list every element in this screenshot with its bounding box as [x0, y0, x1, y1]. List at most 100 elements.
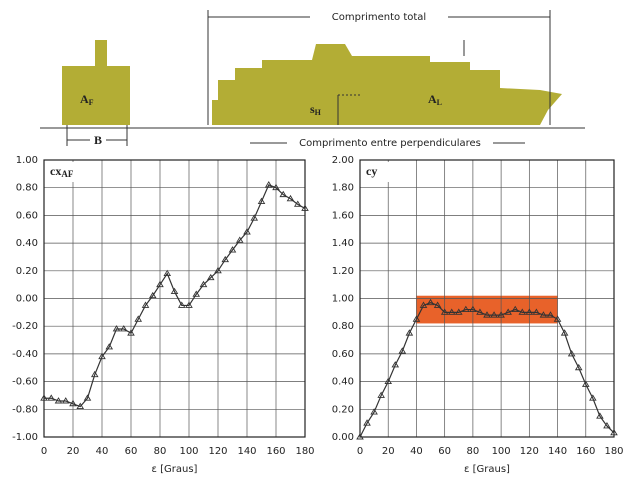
marker: [476, 308, 484, 315]
y-tick-label: 0.00: [16, 294, 38, 305]
y-tick-label: 1.00: [332, 294, 354, 305]
label-bg: [310, 9, 448, 25]
x-tick-label: 180: [295, 446, 314, 457]
marker: [163, 269, 172, 277]
marker: [610, 428, 618, 436]
y-tick-label: -0.60: [12, 377, 38, 388]
y-tick-label: 0.20: [16, 266, 38, 277]
marker: [377, 391, 385, 398]
marker: [235, 236, 244, 243]
total-length: Comprimento total: [332, 12, 426, 23]
chart-title: cy: [366, 164, 377, 178]
marker: [483, 311, 491, 318]
x-tick-label: 40: [410, 446, 423, 457]
lateral-area: AL: [428, 92, 442, 107]
marker: [426, 298, 435, 306]
marker: [47, 394, 56, 401]
ship-diagram: B AF Comprimento total Comprimento entre…: [40, 9, 585, 151]
marker: [447, 308, 456, 315]
marker: [370, 408, 378, 415]
plot-frame: [43, 159, 306, 438]
marker: [127, 329, 135, 336]
x-tick-label: 160: [576, 446, 595, 457]
highlight-band: [416, 295, 558, 324]
marker: [105, 343, 114, 350]
marker: [596, 412, 604, 419]
marker: [112, 325, 121, 332]
marker: [560, 329, 569, 336]
y-tick-label: 1.80: [332, 183, 354, 194]
series-line: [44, 184, 306, 408]
marker: [504, 308, 512, 315]
marker: [199, 280, 208, 288]
x-tick-label: 140: [548, 446, 567, 457]
y-tick-label: 1.60: [332, 210, 354, 221]
front-profile: [62, 40, 130, 125]
x-tick-label: 160: [266, 446, 285, 457]
y-tick-label: 2.00: [332, 155, 354, 166]
marker: [301, 204, 309, 211]
y-tick-label: 0.80: [16, 183, 38, 194]
marker: [272, 183, 280, 191]
marker: [356, 433, 364, 440]
x-tick-label: 140: [237, 446, 256, 457]
plot-frame: [359, 159, 615, 438]
marker: [567, 350, 576, 357]
marker: [221, 255, 230, 263]
marker: [243, 228, 251, 235]
marker: [293, 200, 302, 207]
marker: [391, 361, 400, 368]
side-profile: [212, 44, 562, 125]
marker: [553, 315, 562, 322]
title-bg: [46, 162, 90, 182]
marker: [462, 305, 470, 313]
marker: [511, 305, 520, 313]
height-label: sH: [310, 102, 322, 117]
x-tick-label: 180: [604, 446, 623, 457]
x-tick-label: 20: [67, 446, 80, 457]
x-axis-label: ε [Graus]: [464, 464, 510, 475]
marker: [76, 402, 85, 409]
marker: [589, 394, 597, 401]
x-tick-label: 100: [492, 446, 511, 457]
front-area: AF: [80, 92, 94, 107]
label-bg: [90, 133, 106, 147]
x-tick-label: 40: [96, 446, 109, 457]
y-tick-label: 0.20: [332, 404, 354, 415]
marker: [264, 181, 273, 188]
marker: [574, 363, 583, 371]
marker: [497, 311, 505, 318]
marker: [405, 329, 414, 336]
marker: [539, 311, 548, 318]
marker: [286, 194, 295, 202]
marker: [581, 380, 590, 387]
x-tick-label: 20: [382, 446, 395, 457]
marker: [433, 301, 442, 308]
chart-title: cxAF: [50, 164, 74, 179]
marker: [279, 190, 288, 198]
x-tick-label: 0: [41, 446, 47, 457]
title-text: cx: [50, 164, 61, 178]
marker: [134, 315, 143, 322]
x-tick-label: 60: [438, 446, 451, 457]
y-tick-label: 0.80: [332, 321, 354, 332]
marker: [98, 352, 106, 360]
y-tick-label: -0.40: [12, 349, 38, 360]
marker: [419, 301, 428, 308]
marker: [532, 308, 541, 315]
y-tick-label: 1.20: [332, 266, 354, 277]
series-line: [359, 302, 615, 438]
marker: [603, 422, 611, 429]
marker: [119, 325, 128, 332]
marker: [170, 287, 179, 295]
x-tick-label: 120: [520, 446, 539, 457]
marker: [40, 394, 48, 401]
y-tick-label: 0.00: [332, 432, 354, 443]
marker: [54, 397, 63, 404]
x-tick-label: 120: [208, 446, 227, 457]
y-tick-label: -0.80: [12, 404, 38, 415]
marker: [69, 399, 77, 407]
marker: [61, 397, 70, 404]
marker: [454, 308, 463, 315]
